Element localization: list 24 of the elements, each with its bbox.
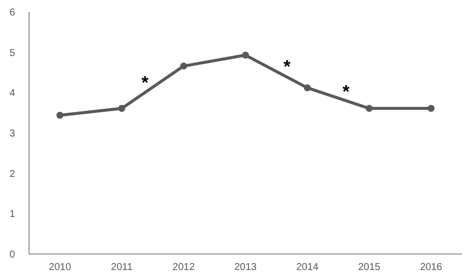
x-tick-label: 2016	[420, 262, 443, 273]
y-tick-label: 2	[9, 168, 16, 180]
y-tick-label: 3	[9, 128, 16, 140]
annotation: *	[283, 56, 291, 77]
annotation: *	[342, 82, 350, 102]
point	[242, 52, 249, 59]
y-tick-label: 1	[9, 209, 16, 220]
x-tick-label: 2011	[111, 262, 133, 273]
x-tick-label: 2015	[358, 262, 381, 273]
x-tick-label: 2010	[48, 262, 72, 273]
x-tick-label: 2012	[172, 262, 196, 273]
point	[304, 84, 311, 92]
y-tick-label: 0	[9, 250, 16, 260]
point	[118, 104, 126, 112]
point	[428, 104, 435, 112]
y-tick-label: 4	[9, 88, 16, 100]
x-tick-label: 2014	[296, 262, 319, 273]
x-tick-label: 2013	[234, 262, 258, 273]
point	[366, 104, 373, 112]
point	[180, 62, 188, 70]
annotation: *	[141, 72, 149, 93]
y-tick-label: 5	[9, 48, 16, 59]
point	[56, 112, 64, 119]
y-tick-label: 6	[9, 8, 16, 18]
